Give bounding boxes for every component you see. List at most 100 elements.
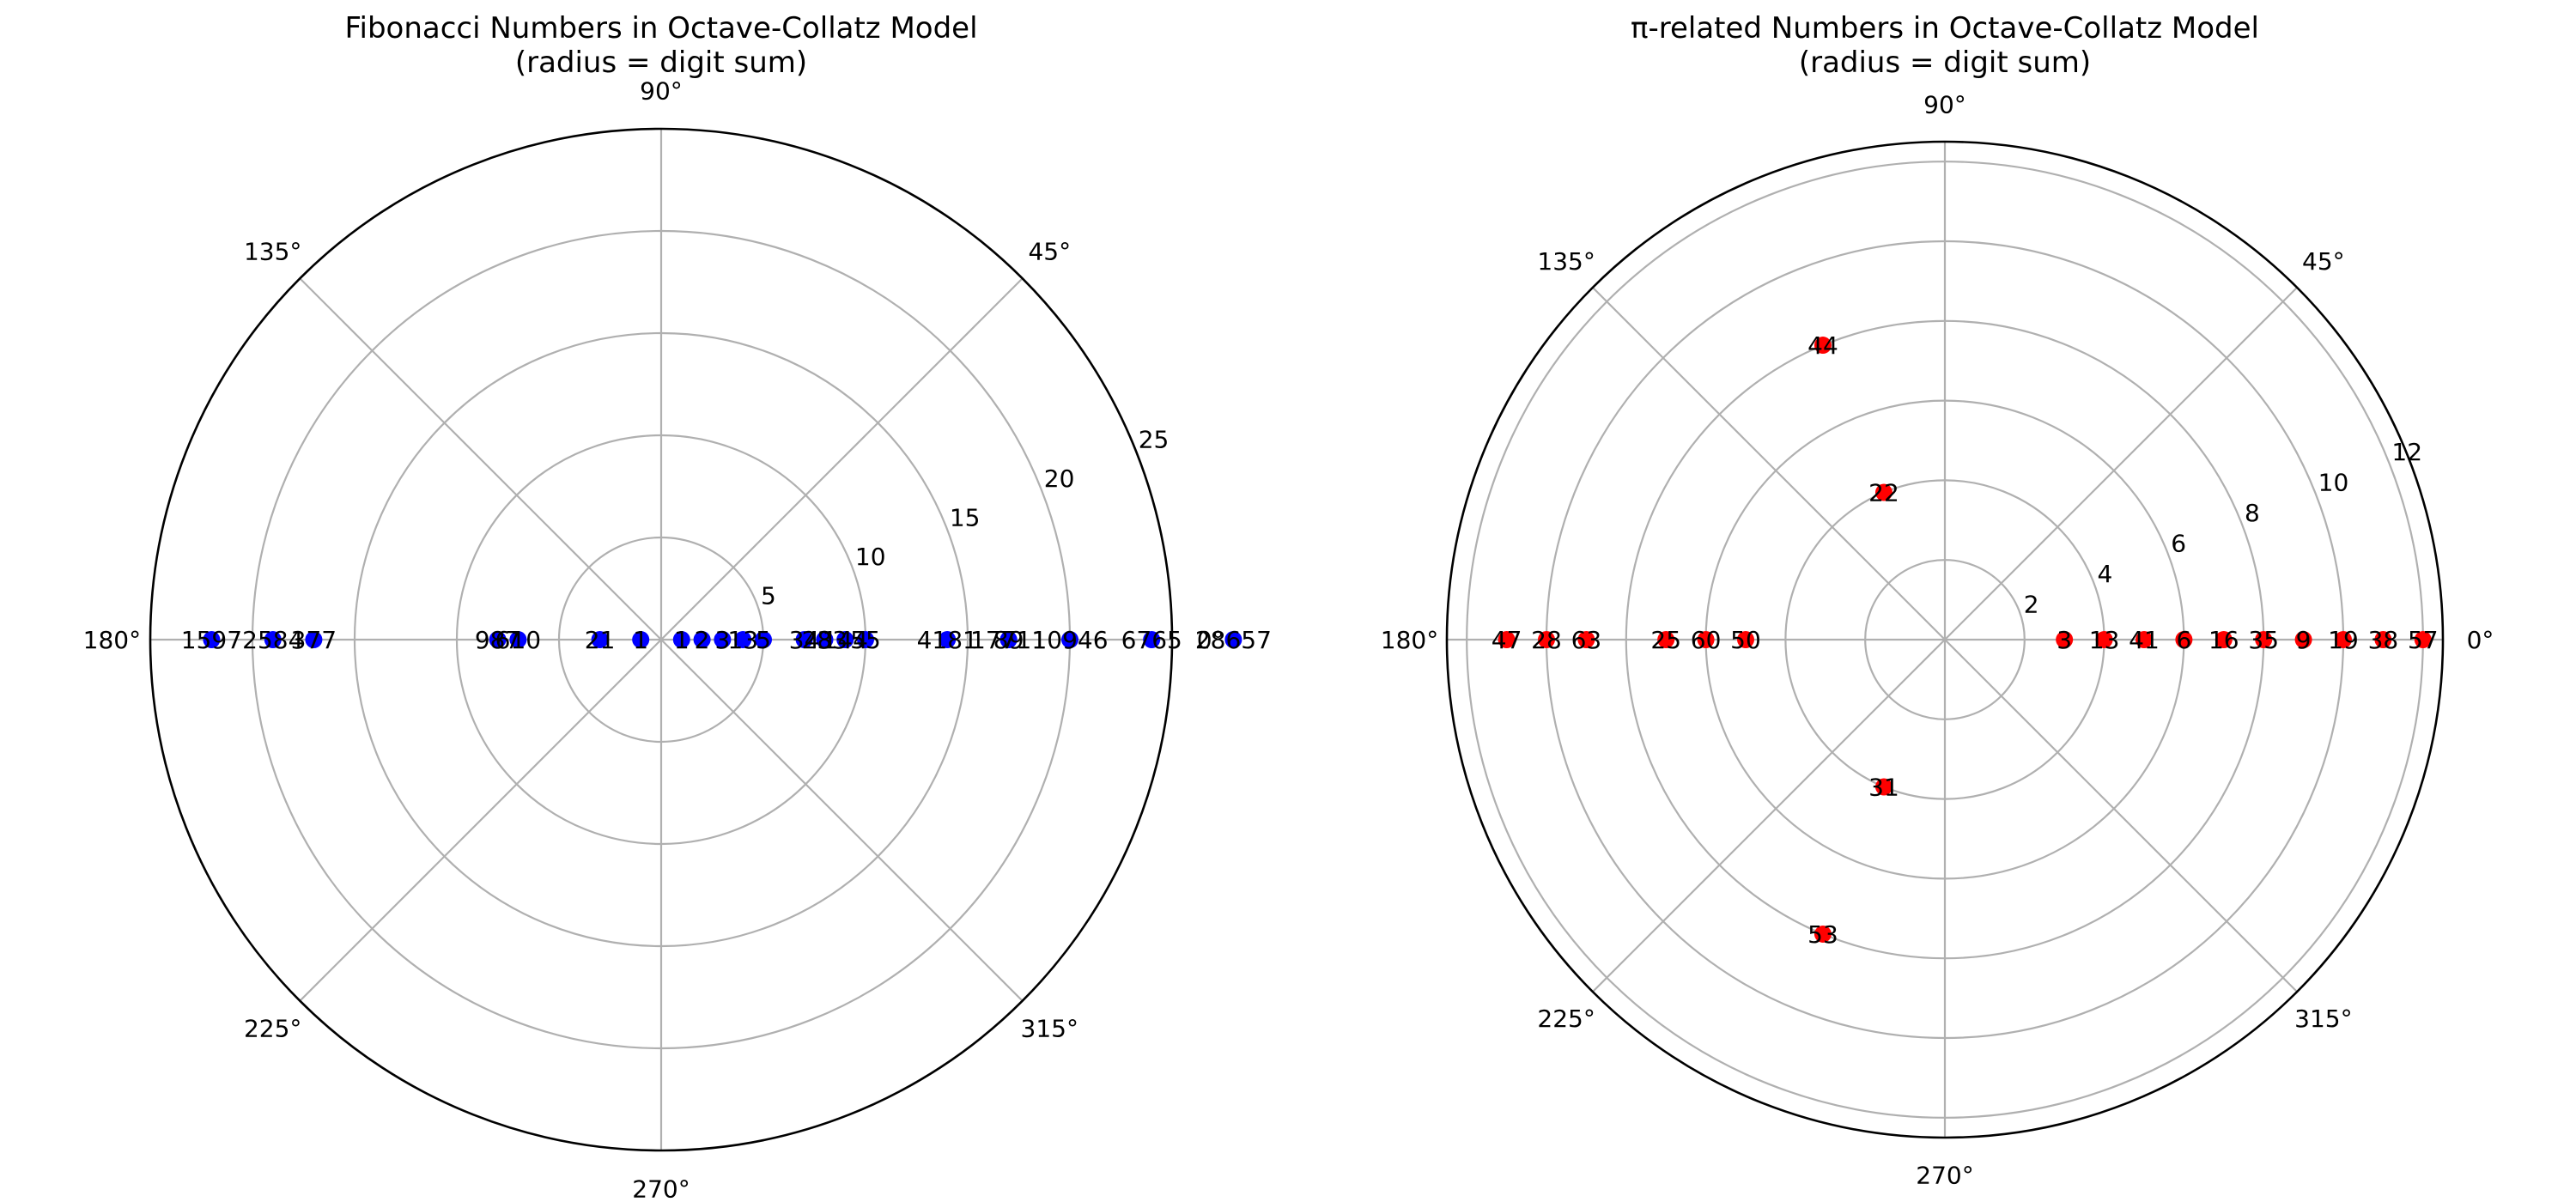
data-point	[1697, 631, 1715, 648]
radial-tick-label: 20	[1044, 464, 1075, 493]
point-label: 8	[817, 626, 832, 654]
point-label: 1	[633, 626, 648, 654]
point-label: 610	[495, 626, 541, 654]
data-point	[264, 631, 282, 648]
radial-tick-label: 4	[2097, 560, 2112, 588]
data-point	[2294, 631, 2312, 648]
fibonacci-polar-chart: Fibonacci Numbers in Octave-Collatz Mode…	[83, 11, 1272, 1202]
point-label: 60	[1691, 626, 1722, 654]
point-label: 35	[2248, 626, 2279, 654]
angular-gridline	[1944, 287, 2298, 640]
point-label: 38	[2368, 626, 2399, 654]
angular-tick-label: 315°	[2294, 1005, 2352, 1033]
data-point	[489, 631, 507, 648]
point-label: 2	[695, 626, 710, 654]
chart-subtitle: (radius = digit sum)	[1799, 46, 2091, 80]
angular-gridline	[660, 277, 1024, 640]
point-label: 17711	[970, 626, 1047, 654]
data-point	[795, 631, 813, 648]
point-label: 2584	[242, 626, 303, 654]
point-label: 3	[2057, 626, 2072, 654]
point-label: 57	[2408, 626, 2439, 654]
polar-spine	[1445, 140, 2445, 1139]
angular-tick-label: 180°	[1381, 626, 1438, 654]
point-label: 6765	[1121, 626, 1182, 654]
data-point	[305, 631, 323, 648]
radial-tick-label: 15	[950, 503, 981, 531]
point-label: 31	[1868, 773, 1899, 801]
data-point	[1577, 631, 1595, 648]
angular-tick-label: 45°	[2302, 247, 2345, 276]
angular-tick-label: 0°	[1197, 626, 1224, 654]
point-label: 28	[1531, 626, 1562, 654]
data-point	[857, 631, 874, 648]
data-point	[2255, 631, 2273, 648]
angular-tick-label: 0°	[2467, 626, 2494, 654]
data-point	[2335, 631, 2352, 648]
point-label: 53	[1807, 920, 1838, 949]
point-label: 89	[993, 626, 1024, 654]
point-label: 19	[2328, 626, 2359, 654]
data-point	[714, 631, 732, 648]
point-label: 1	[674, 626, 690, 654]
data-point	[2095, 631, 2113, 648]
point-label: 21	[585, 626, 616, 654]
point-label: 377	[291, 626, 337, 654]
chart-title: Fibonacci Numbers in Octave-Collatz Mode…	[344, 11, 977, 46]
pi-polar-chart: π-related Numbers in Octave-Collatz Mode…	[1381, 11, 2494, 1190]
point-label: 34	[789, 626, 820, 654]
data-point	[2215, 631, 2233, 648]
chart-title: π-related Numbers in Octave-Collatz Mode…	[1631, 11, 2259, 46]
angular-tick-label: 270°	[632, 1175, 690, 1202]
data-point	[1498, 631, 1516, 648]
point-label: 22	[1868, 479, 1899, 507]
point-label: 44	[1807, 331, 1838, 360]
data-point	[591, 631, 609, 648]
point-label: 10946	[1031, 626, 1108, 654]
data-point	[1224, 631, 1242, 648]
data-points	[203, 631, 1242, 648]
point-label: 25	[1650, 626, 1681, 654]
radial-tick-label: 12	[2391, 438, 2422, 466]
point-label: 28657	[1195, 626, 1272, 654]
point-label: 6	[2176, 626, 2191, 654]
point-label: 55	[850, 626, 881, 654]
point-label: 16	[2208, 626, 2239, 654]
point-label: 13	[2089, 626, 2120, 654]
data-point	[509, 631, 527, 648]
angular-tick-label: 45°	[1028, 238, 1071, 266]
point-label: 47	[1492, 626, 1522, 654]
data-point	[2136, 631, 2153, 648]
data-point	[816, 631, 834, 648]
data-point	[1737, 631, 1754, 648]
data-point	[999, 631, 1018, 648]
data-point	[203, 631, 221, 648]
data-point	[1061, 631, 1078, 648]
data-point	[1814, 925, 1832, 943]
data-points	[1498, 337, 2432, 943]
data-point	[1874, 483, 1893, 501]
point-label: 5	[756, 626, 771, 654]
point-label: 41	[2129, 626, 2160, 654]
polar-grid	[149, 127, 1174, 1152]
data-point	[939, 631, 957, 648]
angular-gridline	[299, 277, 662, 640]
angular-gridline	[1592, 639, 1946, 993]
point-label: 3	[714, 626, 730, 654]
point-label: 9	[2296, 626, 2312, 654]
point-label: 13	[727, 626, 758, 654]
angular-tick-labels: 0° 45° 90° 135° 180° 225° 270° 315°	[1381, 91, 2494, 1190]
radial-tick-label: 8	[2245, 499, 2260, 527]
data-point	[1657, 631, 1675, 648]
angular-tick-label: 225°	[1537, 1005, 1595, 1033]
point-label: 987	[475, 626, 520, 654]
point-label: 144	[822, 626, 867, 654]
angular-tick-label: 315°	[1021, 1014, 1078, 1042]
chart-subtitle: (radius = digit sum)	[515, 46, 807, 80]
data-point	[836, 631, 854, 648]
data-point	[2414, 631, 2432, 648]
radial-tick-label: 10	[2318, 468, 2349, 496]
